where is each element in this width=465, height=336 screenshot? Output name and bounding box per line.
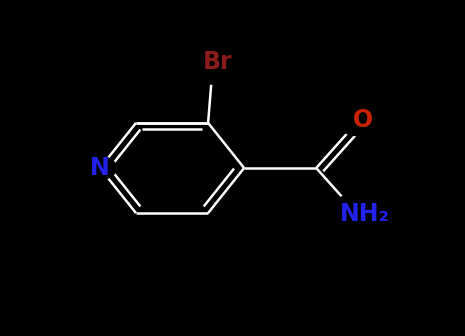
Text: N: N xyxy=(90,156,110,180)
Text: NH₂: NH₂ xyxy=(340,202,390,226)
Circle shape xyxy=(339,112,372,135)
Text: O: O xyxy=(353,109,373,132)
Circle shape xyxy=(330,194,381,231)
Text: Br: Br xyxy=(203,50,232,74)
Circle shape xyxy=(84,156,116,180)
Circle shape xyxy=(187,47,239,84)
